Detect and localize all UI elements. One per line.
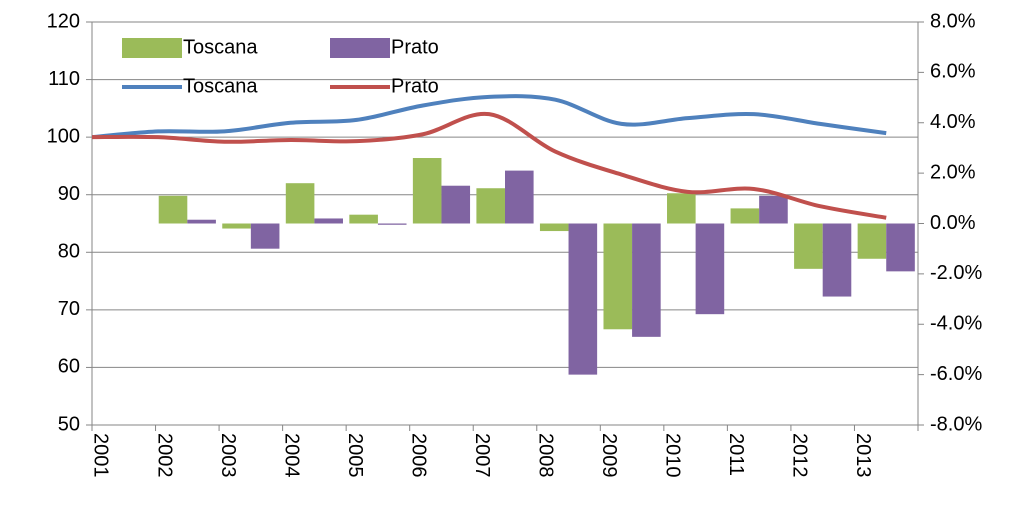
x-tick-label: 2002 xyxy=(153,433,175,478)
y-tick-label: 100 xyxy=(47,125,80,147)
x-tick-label: 2008 xyxy=(534,433,556,478)
y2-tick-label: 6.0% xyxy=(930,61,976,83)
bar xyxy=(349,214,378,224)
bar xyxy=(222,223,251,229)
x-tick-label: 2010 xyxy=(662,433,684,478)
bar xyxy=(568,223,598,375)
y-tick-label: 90 xyxy=(58,183,80,205)
y-tick-label: 120 xyxy=(47,10,80,32)
x-tick-label: 2005 xyxy=(344,433,366,478)
x-tick-label: 2013 xyxy=(852,433,874,478)
bar xyxy=(822,223,852,297)
y2-tick-label: 0.0% xyxy=(930,212,976,234)
bar xyxy=(794,223,823,269)
y-tick-label: 50 xyxy=(58,413,80,435)
y2-tick-label: 2.0% xyxy=(930,161,976,183)
legend-swatch xyxy=(330,38,390,58)
x-tick-label: 2003 xyxy=(217,433,239,478)
y2-tick-label: -8.0% xyxy=(930,413,982,435)
legend-label: Prato xyxy=(391,36,439,58)
legend-label: Toscana xyxy=(183,75,258,97)
line xyxy=(91,94,887,140)
y-tick-label: 70 xyxy=(58,298,80,320)
bar xyxy=(505,170,534,224)
bar xyxy=(632,223,661,337)
legend-label: Prato xyxy=(391,75,439,97)
line xyxy=(91,111,887,220)
bar xyxy=(730,208,760,224)
bar xyxy=(539,223,569,232)
bar xyxy=(377,223,407,225)
bar xyxy=(695,223,725,315)
bar xyxy=(412,158,442,224)
bar xyxy=(857,223,887,259)
y-tick-label: 60 xyxy=(58,356,80,378)
bar xyxy=(441,185,471,224)
bar xyxy=(314,218,343,224)
y2-tick-label: -6.0% xyxy=(930,363,982,385)
x-tick-label: 2011 xyxy=(725,433,747,476)
y-tick-label: 110 xyxy=(48,68,80,90)
bar xyxy=(187,219,216,224)
bar xyxy=(667,193,696,224)
bar xyxy=(603,223,633,330)
y2-tick-label: 8.0% xyxy=(930,10,976,32)
x-tick-label: 2012 xyxy=(789,433,811,478)
bar xyxy=(285,183,315,224)
bar xyxy=(886,223,915,272)
legend-swatch xyxy=(122,38,182,58)
y2-tick-label: -4.0% xyxy=(930,313,982,335)
x-tick-label: 2001 xyxy=(90,433,112,478)
x-tick-label: 2006 xyxy=(407,433,429,478)
y2-tick-label: -2.0% xyxy=(930,262,982,284)
legend-label: Toscana xyxy=(183,36,258,58)
x-tick-label: 2009 xyxy=(598,433,620,478)
bar xyxy=(759,195,788,224)
y2-tick-label: 4.0% xyxy=(930,111,976,133)
bar xyxy=(250,223,280,249)
y-tick-label: 80 xyxy=(58,241,80,263)
bar xyxy=(476,188,505,224)
x-tick-label: 2004 xyxy=(280,433,302,478)
x-tick-label: 2007 xyxy=(471,433,493,478)
bar xyxy=(158,195,188,224)
